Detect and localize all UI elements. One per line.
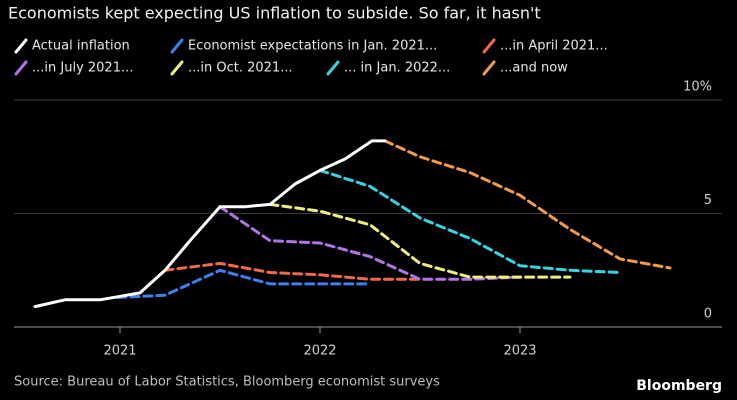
legend-swatch (14, 38, 28, 54)
y-tick-label: 10% (683, 80, 712, 95)
chart-title: Economists kept expecting US inflation t… (8, 4, 541, 23)
legend-swatch (482, 38, 496, 54)
legend-swatch (170, 60, 184, 76)
legend-swatch (482, 60, 496, 76)
series-line (116, 268, 372, 299)
brand-logo: Bloomberg (636, 378, 722, 394)
series-line (383, 139, 672, 270)
legend-swatch (170, 38, 184, 54)
legend-label: ...and now (500, 61, 568, 76)
y-tick-label: 5 (704, 193, 712, 208)
legend-swatch (326, 60, 340, 76)
source-note: Source: Bureau of Labor Statistics, Bloo… (14, 375, 440, 390)
series-line (33, 139, 387, 309)
legend-label: ...in April 2021... (500, 39, 608, 54)
series-line (218, 205, 522, 281)
legend-swatch (14, 60, 28, 76)
legend-label: Economist expectations in Jan. 2021... (188, 39, 437, 54)
legend-label: ...in July 2021... (32, 61, 133, 76)
y-tick-label: 0 (704, 307, 712, 322)
x-tick-label: 2021 (103, 344, 136, 359)
x-tick-label: 2023 (503, 344, 536, 359)
series-line (163, 261, 422, 281)
legend-label: ...in Oct. 2021... (188, 61, 293, 76)
legend-label: ... in Jan. 2022... (344, 61, 450, 76)
x-tick-label: 2022 (303, 344, 336, 359)
series-line (268, 202, 572, 279)
series-line (318, 168, 622, 274)
legend-label: Actual inflation (32, 39, 130, 54)
